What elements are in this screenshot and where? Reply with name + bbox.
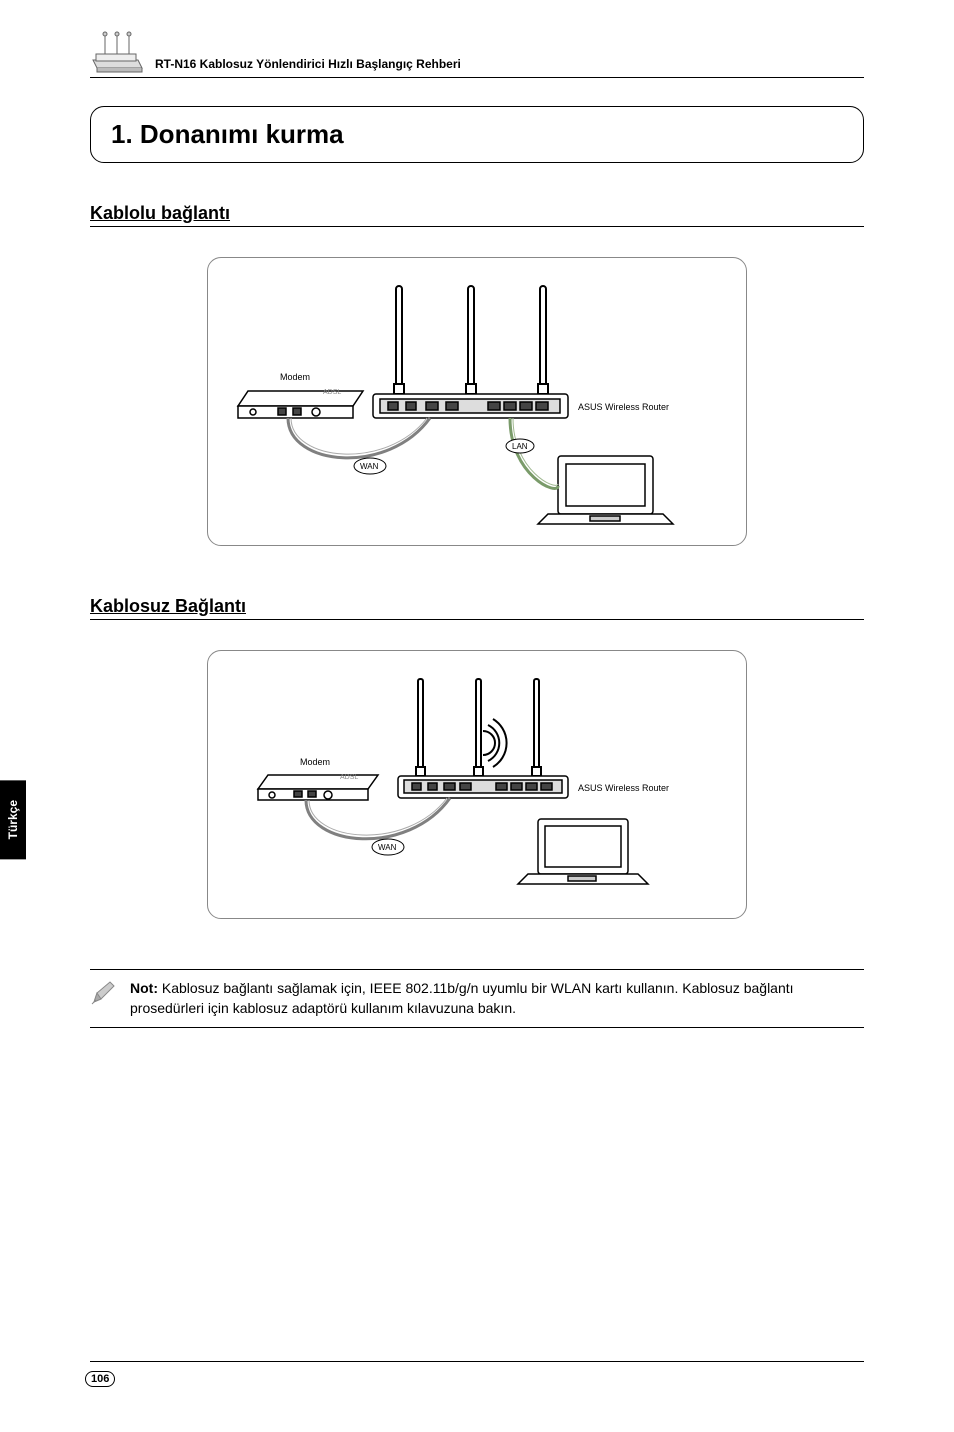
wireless-diagram: ASUS Wireless Router Modem ADSL	[228, 669, 728, 899]
router-label-wireless: ASUS Wireless Router	[578, 783, 669, 793]
chapter-title: 1. Donanımı kurma	[111, 119, 843, 150]
wan-label-wireless: WAN	[378, 843, 397, 852]
router-header-icon	[90, 30, 145, 75]
section-wireless-heading: Kablosuz Bağlantı	[90, 596, 864, 620]
note-bold: Not:	[130, 980, 158, 996]
header-title: RT-N16 Kablosuz Yönlendirici Hızlı Başla…	[155, 57, 461, 75]
wan-label-wired: WAN	[360, 462, 379, 471]
modem-label-wireless: Modem	[300, 757, 330, 767]
modem-sub-wireless: ADSL	[340, 774, 358, 781]
wired-diagram-frame: ASUS Wireless Router Modem ADSL	[207, 257, 747, 546]
lan-label: LAN	[512, 442, 528, 451]
modem-label: Modem	[280, 372, 310, 382]
note-body: Kablosuz bağlantı sağlamak için, IEEE 80…	[130, 980, 794, 1016]
pencil-icon	[90, 980, 116, 1006]
bottom-rule	[90, 1361, 864, 1362]
note-text: Not: Kablosuz bağlantı sağlamak için, IE…	[130, 978, 864, 1019]
modem-sub-label: ADSL	[323, 389, 341, 396]
wired-diagram-container: ASUS Wireless Router Modem ADSL	[90, 257, 864, 546]
wireless-diagram-container: ASUS Wireless Router Modem ADSL	[90, 650, 864, 919]
wireless-diagram-frame: ASUS Wireless Router Modem ADSL	[207, 650, 747, 919]
router-label: ASUS Wireless Router	[578, 402, 669, 412]
section-wired-heading: Kablolu bağlantı	[90, 203, 864, 227]
page-number: 106	[85, 1371, 115, 1387]
note-box: Not: Kablosuz bağlantı sağlamak için, IE…	[90, 969, 864, 1028]
page-content: RT-N16 Kablosuz Yönlendirici Hızlı Başla…	[0, 0, 954, 1432]
chapter-title-box: 1. Donanımı kurma	[90, 106, 864, 163]
wired-diagram: ASUS Wireless Router Modem ADSL	[228, 276, 728, 526]
page-header: RT-N16 Kablosuz Yönlendirici Hızlı Başla…	[90, 30, 864, 78]
